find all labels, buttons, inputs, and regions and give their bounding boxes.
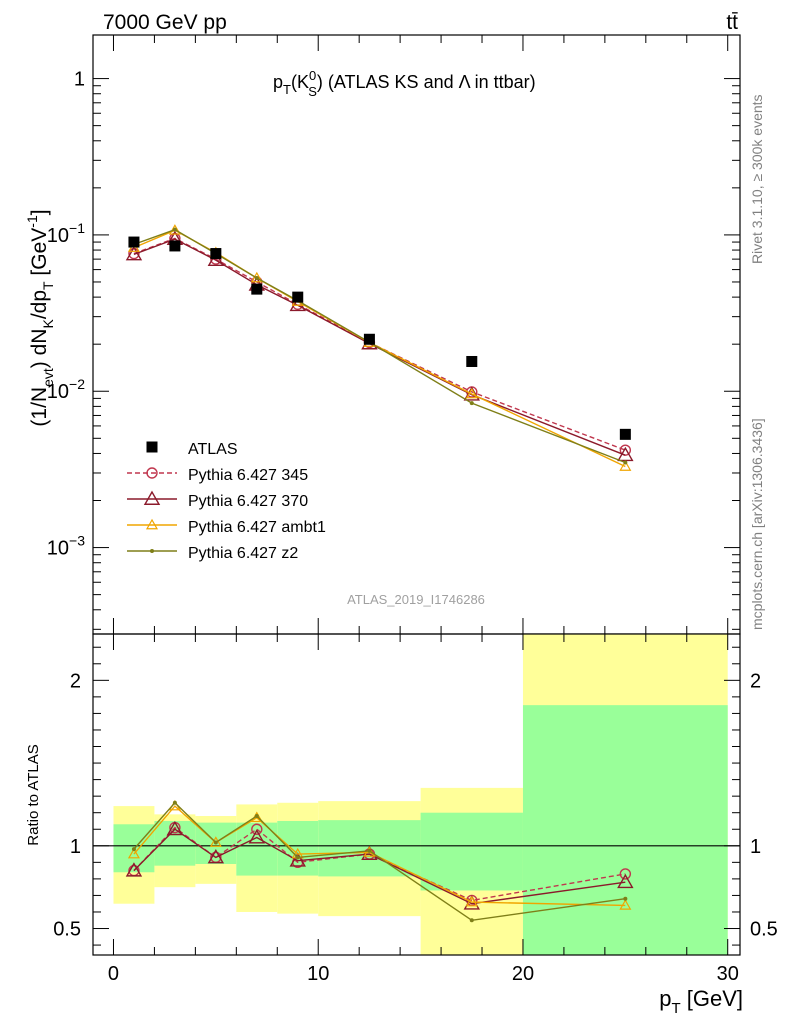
plot-title: pT(K0 S) (ATLAS KS and Λ in ttbar)	[273, 68, 536, 99]
data-point	[619, 428, 631, 440]
series-point-ratio-2	[619, 899, 632, 910]
series-point-main-2	[465, 387, 478, 399]
legend-marker	[150, 549, 154, 553]
series-point-ratio-3	[469, 918, 474, 923]
main-panel: 10−3 10−2 10−1 1 ATLAS_2019_I1746286 pT(K0 S…	[47, 34, 741, 635]
data-point	[466, 355, 478, 367]
series-point-main-1	[463, 386, 480, 401]
series-point-main-3	[623, 460, 628, 465]
energy-label: 7000 GeV pp	[103, 11, 227, 34]
legend-label: Pythia 6.427 ambt1	[188, 519, 326, 536]
ratio-panel: 0.5 0.51 12 20 10 20 30	[53, 633, 778, 985]
band-green	[420, 812, 523, 891]
y-axis-label: (1/Nevt) dNK/dpT [GeV-1]	[24, 209, 56, 426]
data-point	[363, 333, 375, 345]
series-point-ratio-2	[209, 836, 222, 847]
legend-marker	[146, 467, 158, 479]
x-axis-label: pT [GeV]	[659, 986, 743, 1017]
series-point-main-0	[619, 444, 632, 456]
legend-label: Pythia 6.427 z2	[188, 545, 298, 562]
ratio-y-tick-label-left: 0.5	[53, 919, 81, 941]
ratio-y-tick-label-right: 1	[750, 836, 761, 858]
series-line-ratio-0	[133, 826, 626, 902]
series-point-ratio-1	[617, 873, 634, 889]
title-sub-s: S	[308, 84, 317, 99]
series-point-ratio-3	[623, 896, 628, 901]
ratio-ticks: 0.5 0.51 12 20 10 20 30	[53, 634, 778, 985]
ratio-y-tick-label-left: 2	[70, 670, 81, 692]
watermark: ATLAS_2019_I1746286	[347, 592, 485, 607]
series-point-ratio-3	[254, 814, 259, 819]
series-point-main-1	[289, 296, 306, 312]
series-point-ratio-1	[207, 848, 225, 864]
ratio-y-tick-label-left: 1	[70, 836, 81, 858]
series-point-ratio-3	[367, 848, 372, 853]
title-p: p	[273, 72, 283, 92]
legend: ATLAS Pythia 6.427 345 Pythia 6.427 370 Pyt…	[127, 441, 326, 562]
series-point-ratio-3	[131, 847, 136, 852]
series-line-ratio-3	[133, 801, 626, 922]
ratio-y-tick-label-right: 2	[750, 670, 761, 692]
series-point-main-1	[207, 251, 225, 267]
data-point	[169, 240, 181, 252]
series-point-ratio-3	[172, 800, 177, 805]
x-tick-label: 20	[512, 963, 534, 985]
legend-marker	[145, 518, 159, 530]
svg-text:pT(K0S) (ATLAS KS and Λ in ttb: pT(K0 S) (ATLAS KS and Λ in ttbar)	[273, 68, 536, 99]
series-point-main-3	[254, 276, 259, 281]
series-point-ratio-3	[295, 855, 300, 860]
x-tick-label: 30	[717, 963, 739, 985]
title-sub-t: T	[283, 82, 291, 97]
ratio-frame	[92, 633, 741, 956]
main-ticks: 10−3 10−2 10−1 1	[47, 35, 740, 634]
series-point-main-2	[250, 271, 263, 283]
series-point-main-1	[125, 246, 143, 261]
y-tick-label: 10−2	[47, 376, 85, 403]
legend-marker	[143, 490, 161, 505]
x-tick-label: 10	[307, 963, 329, 985]
title-k: (K	[291, 72, 309, 92]
data-point	[210, 248, 222, 260]
mcplots-label: mcplots.cern.ch [arXiv:1306.3436]	[749, 418, 765, 630]
series-point-main-2	[168, 224, 181, 235]
data-point	[251, 283, 263, 295]
rivet-label: Rivet 3.1.10, ≥ 300k events	[749, 94, 765, 264]
ratio-y-axis-label: Ratio to ATLAS	[25, 744, 42, 845]
ratio-series	[125, 799, 634, 923]
legend-marker	[146, 441, 158, 453]
series-point-ratio-1	[289, 852, 306, 867]
data-point	[128, 236, 140, 248]
series-point-ratio-2	[465, 895, 478, 907]
y-tick-label: 10−1	[47, 220, 85, 247]
uncertainty-bands	[113, 634, 728, 955]
series-point-ratio-0	[619, 868, 632, 880]
series-point-ratio-1	[166, 820, 184, 836]
legend-label: ATLAS	[188, 441, 238, 458]
x-tick-label: 0	[108, 963, 119, 985]
series-point-main-3	[172, 227, 177, 232]
series-line-main-0	[133, 237, 626, 451]
legend-label: Pythia 6.427 370	[188, 493, 308, 510]
y-tick-label: 10−3	[47, 533, 85, 560]
series-point-main-3	[469, 401, 474, 406]
title-sup-0: 0	[309, 68, 316, 83]
title-rest: ) (ATLAS KS and Λ in ttbar)	[317, 72, 536, 92]
process-label: tt̄	[726, 11, 738, 34]
y-tick-label: 1	[74, 69, 85, 91]
series-point-main-2	[619, 460, 632, 471]
data-point	[292, 291, 304, 303]
ratio-y-tick-label-right: 0.5	[750, 919, 778, 941]
main-series	[125, 224, 634, 471]
series-line-main-3	[133, 228, 626, 464]
band-green	[522, 705, 728, 955]
series-point-ratio-1	[125, 862, 143, 877]
legend-label: Pythia 6.427 345	[188, 467, 308, 484]
series-point-ratio-0	[251, 823, 263, 835]
series-point-ratio-3	[213, 840, 218, 845]
series-point-ratio-2	[127, 847, 140, 859]
series-point-ratio-1	[248, 829, 266, 844]
